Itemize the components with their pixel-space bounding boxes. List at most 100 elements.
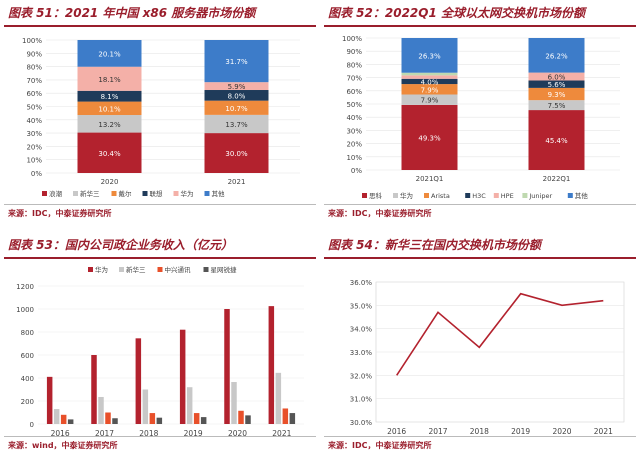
- legend-label: 浪潮: [49, 189, 63, 198]
- legend-swatch: [424, 193, 429, 198]
- y-tick-label: 33.0%: [350, 349, 373, 357]
- bar-segment: [77, 90, 142, 102]
- y-tick-label: 35.0%: [350, 302, 373, 310]
- x-tick-label: 2020: [552, 427, 571, 436]
- bar-segment: [401, 72, 458, 76]
- data-label: 45.4%: [545, 137, 568, 145]
- bar-segment: [528, 110, 585, 170]
- data-label: 49.3%: [418, 134, 441, 142]
- y-tick-label: 40%: [26, 117, 42, 125]
- data-label: 26.3%: [418, 52, 441, 60]
- source-rule: [324, 436, 636, 437]
- bar-segment: [528, 72, 585, 81]
- x-tick-label: 2018: [470, 427, 489, 436]
- bar-segment: [401, 78, 458, 85]
- legend-label: 思科: [369, 191, 383, 200]
- legend-swatch: [157, 267, 163, 272]
- x-tick-label: 2021Q1: [416, 175, 444, 183]
- chart-source: 来源：IDC，中泰证券研究所: [328, 441, 432, 450]
- bar: [238, 410, 244, 424]
- legend-swatch: [522, 193, 528, 198]
- y-tick-label: 0%: [31, 170, 42, 178]
- legend-label: 其他: [212, 189, 226, 198]
- legend-swatch: [73, 191, 78, 196]
- y-tick-label: 400: [21, 375, 34, 383]
- bar-segment: [77, 40, 142, 67]
- chart-title: 图表 52：2022Q1 全球以太网交换机市场份额: [328, 6, 586, 20]
- legend-swatch: [111, 191, 117, 196]
- data-label: 4.0%: [421, 78, 439, 86]
- chart-title: 图表 54：新华三在国内交换机市场份额: [328, 238, 541, 252]
- bar: [245, 415, 251, 424]
- y-tick-label: 60%: [26, 90, 42, 98]
- legend-swatch: [119, 267, 124, 272]
- bar-segment: [204, 90, 269, 101]
- bar: [67, 419, 74, 424]
- data-label: 7.9%: [421, 86, 439, 94]
- bar: [275, 372, 282, 424]
- bar-segment: [77, 66, 142, 91]
- bar: [53, 409, 60, 424]
- legend-swatch: [204, 191, 210, 196]
- bar: [200, 417, 207, 424]
- y-tick-label: 0%: [351, 167, 362, 175]
- data-label: 8.0%: [228, 92, 246, 100]
- legend-label: 华为: [181, 189, 194, 198]
- data-label: 9.3%: [548, 91, 566, 99]
- y-tick-label: 10%: [26, 157, 42, 165]
- data-label: 8.1%: [101, 93, 119, 101]
- chart-panel-enterprise-revenue: 图表 53：国内公司政企业务收入（亿元） 0 200 400 600 800 1000 12…: [4, 232, 316, 457]
- y-tick-label: 20%: [346, 141, 362, 149]
- bar-segment: [77, 115, 142, 133]
- y-tick-label: 1000: [16, 306, 34, 314]
- legend-label: 联想: [150, 189, 164, 198]
- legend-swatch: [173, 191, 179, 196]
- bar-segment: [204, 40, 269, 83]
- y-tick-label: 70%: [346, 75, 362, 83]
- legend-label: Juniper: [528, 192, 552, 200]
- y-tick-label: 30%: [26, 130, 42, 138]
- title-rule: [324, 25, 636, 27]
- chart-title: 图表 51：2021 年中国 x86 服务器市场份额: [8, 6, 256, 20]
- data-label: 10.1%: [98, 105, 121, 113]
- legend-label: 新华三: [80, 189, 100, 198]
- y-tick-label: 80%: [346, 61, 362, 69]
- data-label: 5.6%: [548, 81, 566, 89]
- bar: [224, 309, 230, 424]
- y-tick-label: 90%: [26, 50, 42, 58]
- legend-label: Arista: [431, 192, 450, 200]
- y-tick-label: 36.0%: [350, 279, 373, 287]
- y-tick-label: 32.0%: [350, 372, 373, 380]
- x-tick-label: 2016: [387, 427, 406, 436]
- y-tick-label: 70%: [26, 77, 42, 85]
- y-tick-label: 34.0%: [350, 326, 373, 334]
- data-label: 13.7%: [225, 121, 248, 129]
- bar-segment: [528, 80, 585, 88]
- chart-panel-x86-server: 图表 51：2021 年中国 x86 服务器市场份额 0% 10% 20% 30% 40…: [4, 0, 316, 225]
- stacked-bar-chart: 0% 10% 20% 30% 40% 50% 60% 70% 80% 90% 100% 49.3% 7.…: [342, 35, 620, 200]
- data-label: 6.0%: [548, 74, 566, 82]
- y-tick-label: 10%: [346, 154, 362, 162]
- data-label: 10.7%: [225, 105, 248, 113]
- data-label: 13.2%: [98, 121, 121, 129]
- chart-source: 来源：IDC，中泰证券研究所: [328, 209, 432, 218]
- y-tick-label: 800: [21, 329, 34, 337]
- bar-segment: [204, 100, 269, 115]
- data-label: 31.7%: [225, 58, 248, 66]
- x-tick-label: 2021: [228, 178, 246, 186]
- x-tick-label: 2019: [184, 429, 203, 436]
- y-tick-label: 50%: [346, 101, 362, 109]
- bar-segment: [528, 38, 585, 73]
- bar-segment: [77, 132, 142, 173]
- grouped-bar-chart: 0 200 400 600 800 1000 1200 2016 2017 2018 2019 202…: [16, 265, 304, 436]
- chart-panel-ethernet-switch: 图表 52：2022Q1 全球以太网交换机市场份额 0% 10% 20% 30% 40%…: [324, 0, 636, 225]
- legend-label: H3C: [472, 192, 486, 200]
- bar: [289, 413, 296, 424]
- x-tick-label: 2016: [51, 429, 70, 436]
- bar: [179, 329, 186, 424]
- legend-label: HPE: [501, 192, 514, 200]
- bar-segment: [528, 87, 585, 101]
- x-tick-label: 2019: [511, 427, 530, 436]
- x-tick-label: 2020: [228, 429, 247, 436]
- bar-segment: [401, 94, 458, 105]
